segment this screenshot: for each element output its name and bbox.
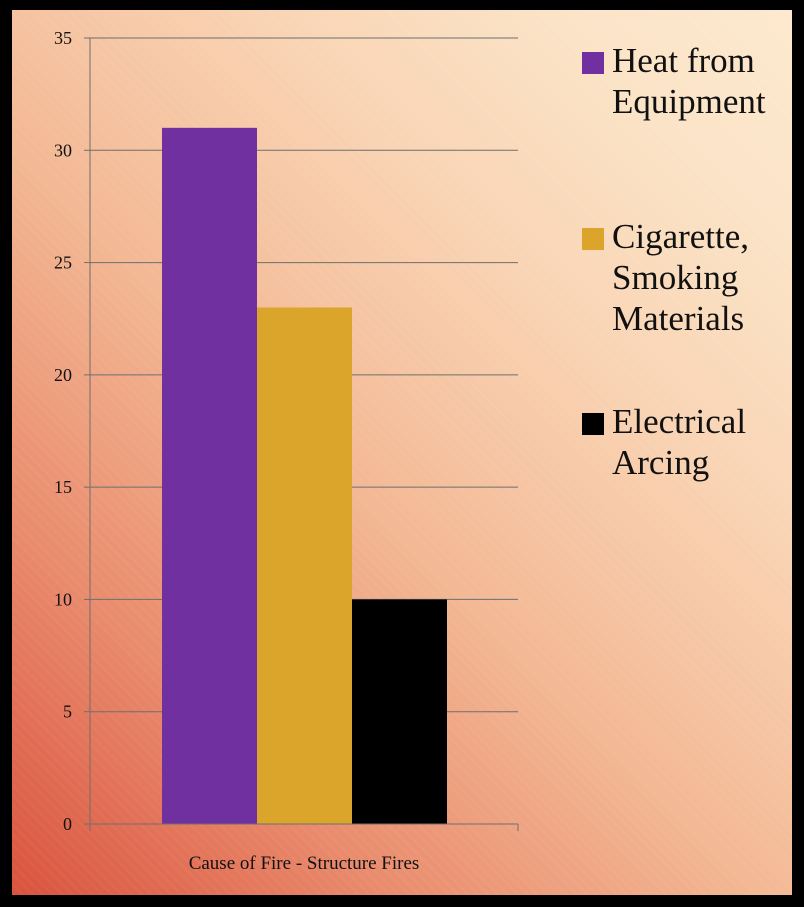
legend-label-2: Cigarette, xyxy=(612,217,749,256)
y-tick-label: 15 xyxy=(54,477,72,497)
y-tick-label: 10 xyxy=(54,589,72,609)
bars xyxy=(162,127,447,825)
legend-label-1: Equipment xyxy=(612,82,766,121)
bar-2 xyxy=(257,307,352,824)
legend-label-2: Materials xyxy=(612,299,744,338)
legend-label-3: Arcing xyxy=(612,443,709,482)
legend-label-3: Electrical xyxy=(612,402,746,441)
legend-swatch-3 xyxy=(582,413,604,435)
y-tick-label: 5 xyxy=(63,702,72,722)
bar-1 xyxy=(162,127,257,825)
legend-swatch-1 xyxy=(582,52,604,74)
y-tick-label: 25 xyxy=(54,253,72,273)
legend-swatch-2 xyxy=(582,228,604,250)
y-tick-label: 30 xyxy=(54,140,72,160)
legend-label-2: Smoking xyxy=(612,258,738,297)
x-category-label: Cause of Fire - Structure Fires xyxy=(189,853,420,874)
axes: 0 5 10 15 20 25 30 35 Cause of Fire - Structure … xyxy=(54,28,519,874)
bar-3 xyxy=(352,599,447,824)
y-tick-label: 20 xyxy=(54,365,72,385)
y-tick-label: 0 xyxy=(63,814,72,834)
legend-label-1: Heat from xyxy=(612,41,755,80)
y-tick-label: 35 xyxy=(54,28,72,48)
